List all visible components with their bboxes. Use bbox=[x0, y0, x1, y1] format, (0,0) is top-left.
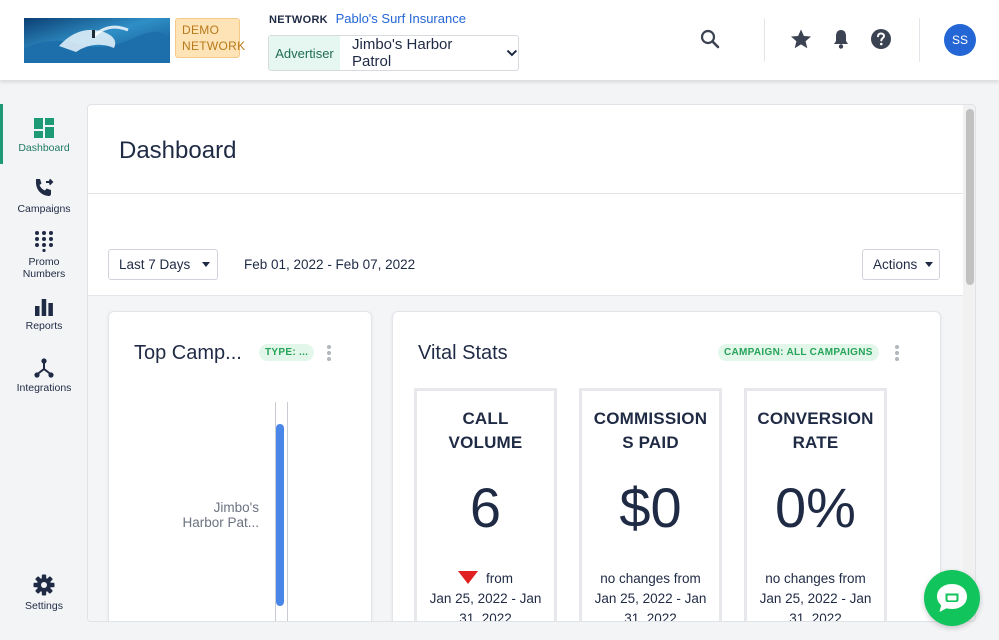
chat-button[interactable] bbox=[924, 570, 980, 626]
divider bbox=[88, 193, 963, 194]
active-indicator bbox=[0, 104, 3, 164]
sidebar-item-integrations[interactable]: Integrations bbox=[0, 358, 88, 394]
sidebar-item-label: Promo Numbers bbox=[22, 256, 66, 280]
advertiser-dropdown[interactable]: Jimbo's Harbor Patrol bbox=[340, 36, 518, 70]
stat-title: CALL VOLUME bbox=[448, 409, 523, 452]
divider bbox=[88, 295, 963, 296]
star-icon[interactable] bbox=[789, 27, 813, 51]
date-filter-value: Last 7 Days bbox=[119, 257, 191, 272]
scrollbar[interactable] bbox=[963, 105, 975, 621]
user-avatar[interactable]: SS bbox=[944, 24, 976, 56]
sidebar-item-promo-numbers[interactable]: Promo Numbers bbox=[0, 230, 88, 280]
stat-title: CONVERSION RATE bbox=[757, 409, 874, 452]
sidebar-item-campaigns[interactable]: Campaigns bbox=[0, 177, 88, 215]
dashboard-panel: Dashboard Last 7 Days Feb 01, 2022 - Feb… bbox=[87, 104, 976, 622]
top-bar: DEMO NETWORK NETWORK Pablo's Surf Insura… bbox=[0, 0, 999, 80]
chart-axis bbox=[275, 402, 276, 621]
chat-icon bbox=[937, 584, 967, 612]
stat-comparison: no changes from Jan 25, 2022 - Jan 31, 2… bbox=[759, 571, 872, 622]
dialpad-icon bbox=[35, 231, 53, 252]
stat-commissions-paid: COMMISSION S PAID $0 no changes from Jan … bbox=[579, 388, 722, 622]
chart-axis bbox=[287, 402, 288, 621]
campaign-bar-label: Jimbo's Harbor Pat... bbox=[182, 500, 259, 530]
dashboard-icon bbox=[34, 118, 54, 138]
caret-down-icon bbox=[202, 262, 211, 267]
caret-down-icon bbox=[925, 262, 934, 267]
advertiser-selector[interactable]: Advertiser Jimbo's Harbor Patrol bbox=[268, 35, 519, 71]
date-filter-dropdown[interactable]: Last 7 Days bbox=[108, 249, 218, 280]
date-range: Feb 01, 2022 - Feb 07, 2022 bbox=[244, 257, 416, 272]
help-icon[interactable] bbox=[869, 27, 893, 51]
sidebar-item-label: Integrations bbox=[16, 382, 72, 394]
network-label: NETWORK bbox=[269, 14, 328, 26]
gear-icon bbox=[33, 574, 55, 596]
sidebar-item-label: Reports bbox=[25, 320, 63, 332]
more-options-icon[interactable] bbox=[327, 345, 331, 363]
bell-icon[interactable] bbox=[829, 27, 853, 51]
sidebar-item-reports[interactable]: Reports bbox=[0, 298, 88, 332]
advertiser-label: Advertiser bbox=[269, 36, 340, 70]
bar-chart-icon bbox=[35, 299, 53, 316]
actions-label: Actions bbox=[873, 257, 918, 272]
top-campaigns-card: Top Camp... TYPE: ... Jimbo's Harbor Pat… bbox=[108, 311, 372, 621]
type-filter-pill[interactable]: TYPE: ... bbox=[259, 344, 315, 361]
stat-conversion-rate: CONVERSION RATE 0% no changes from Jan 25… bbox=[744, 388, 887, 622]
card-title: Vital Stats bbox=[418, 342, 508, 364]
network-name-link[interactable]: Pablo's Surf Insurance bbox=[335, 11, 466, 26]
stat-comparison: no changes from Jan 25, 2022 - Jan 31, 2… bbox=[594, 571, 707, 622]
sidebar-item-label: Campaigns bbox=[17, 203, 71, 215]
stat-comparison: from Jan 25, 2022 - Jan 31, 2022 bbox=[429, 571, 542, 622]
sidebar-item-dashboard[interactable]: Dashboard bbox=[0, 118, 88, 154]
stat-value: 6 bbox=[469, 476, 502, 539]
sidebar: Dashboard Campaigns Promo Numbers Report… bbox=[0, 80, 88, 640]
actions-button[interactable]: Actions bbox=[862, 249, 940, 280]
stat-title: COMMISSION S PAID bbox=[593, 409, 708, 452]
decrease-arrow-icon bbox=[458, 571, 478, 584]
campaigns-icon bbox=[36, 178, 54, 196]
advertiser-value: Jimbo's Harbor Patrol bbox=[352, 36, 453, 70]
scrollbar-thumb[interactable] bbox=[966, 109, 974, 285]
card-title: Top Camp... bbox=[134, 342, 242, 364]
campaign-bar[interactable] bbox=[276, 424, 284, 606]
chevron-down-icon bbox=[506, 49, 518, 57]
divider bbox=[919, 18, 920, 62]
campaign-filter-pill[interactable]: CAMPAIGN: ALL CAMPAIGNS bbox=[718, 344, 879, 361]
stat-value: 0% bbox=[775, 476, 856, 539]
network-logo[interactable] bbox=[24, 18, 170, 63]
sidebar-item-settings[interactable]: Settings bbox=[0, 574, 88, 612]
sidebar-item-label: Settings bbox=[25, 600, 63, 612]
integrations-icon bbox=[34, 358, 54, 378]
more-options-icon[interactable] bbox=[895, 345, 899, 363]
stat-call-volume: CALL VOLUME 6 from Jan 25, 2022 - Jan 31,… bbox=[414, 388, 557, 622]
page-title: Dashboard bbox=[119, 137, 237, 164]
search-icon[interactable] bbox=[698, 27, 722, 51]
demo-network-badge: DEMO NETWORK bbox=[175, 18, 245, 58]
stat-value: $0 bbox=[619, 476, 682, 539]
sidebar-item-label: Dashboard bbox=[18, 142, 70, 154]
divider bbox=[764, 18, 765, 62]
network-line: NETWORK Pablo's Surf Insurance bbox=[269, 11, 466, 26]
